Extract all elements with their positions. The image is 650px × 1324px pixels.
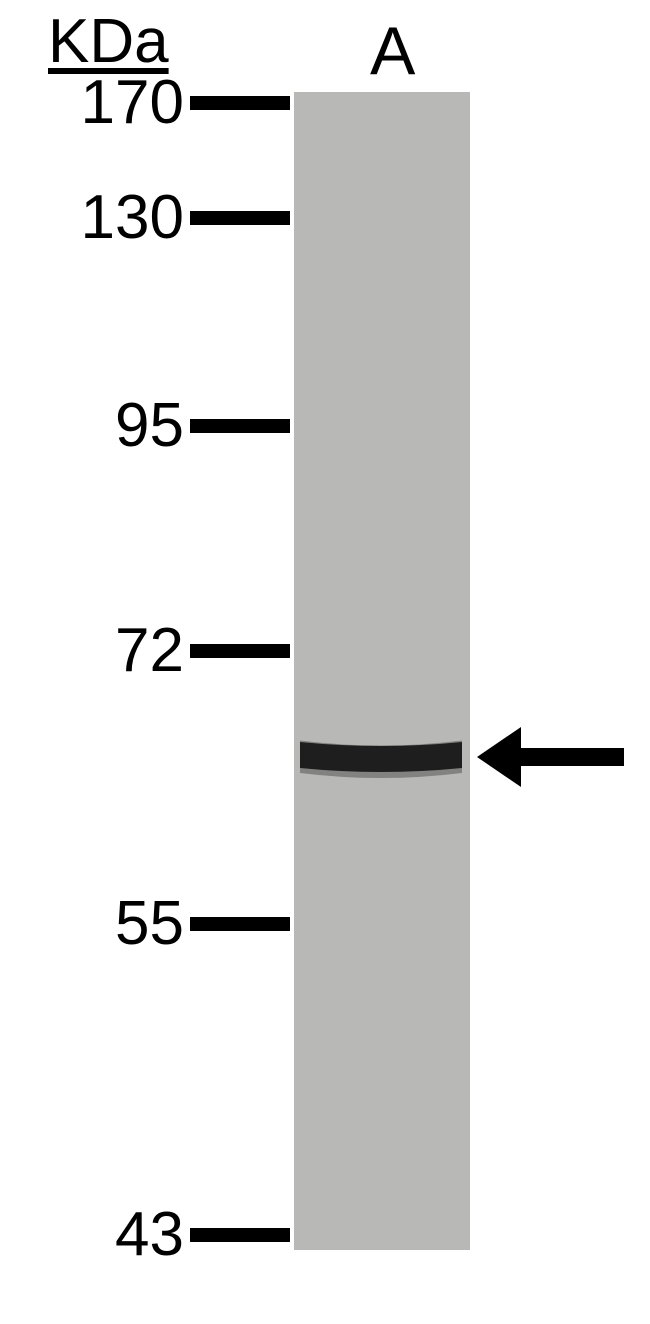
marker-label-170: 170 <box>0 67 184 138</box>
marker-label-72: 72 <box>0 615 184 686</box>
marker-tick-72 <box>190 644 290 658</box>
marker-tick-130 <box>190 211 290 225</box>
marker-label-55: 55 <box>0 888 184 959</box>
marker-tick-95 <box>190 419 290 433</box>
marker-label-95: 95 <box>0 390 184 461</box>
marker-label-43: 43 <box>0 1199 184 1270</box>
protein-band <box>300 740 462 770</box>
lane-label-a: A <box>370 12 415 90</box>
marker-label-130: 130 <box>0 182 184 253</box>
arrow-head-icon <box>477 727 521 787</box>
arrow-shaft <box>520 748 624 766</box>
marker-tick-55 <box>190 917 290 931</box>
lane-a-background <box>294 92 470 1250</box>
protein-band-fill <box>300 742 462 772</box>
marker-tick-170 <box>190 96 290 110</box>
marker-tick-43 <box>190 1228 290 1242</box>
blot-canvas: KDa A 17013095725543 <box>0 0 650 1324</box>
